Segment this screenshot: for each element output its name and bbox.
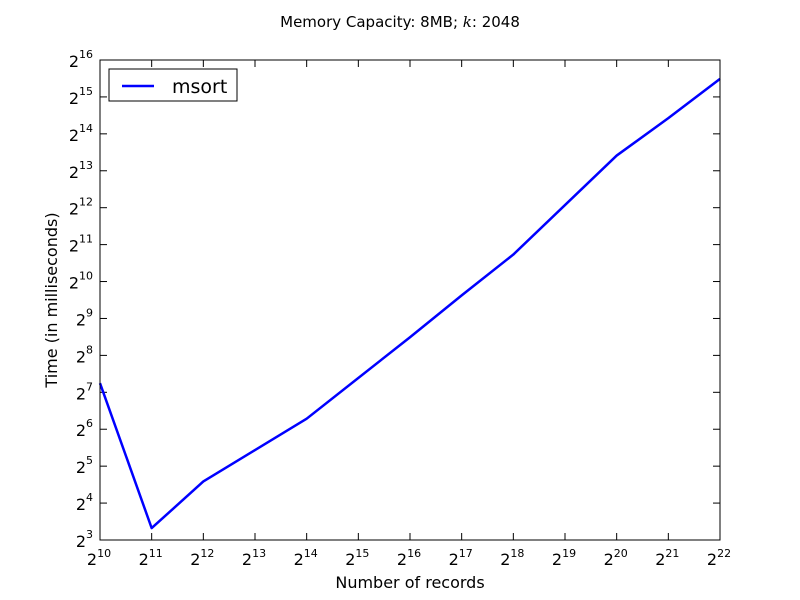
y-tick-label: 26 xyxy=(76,417,93,440)
x-tick-label: 216 xyxy=(397,547,421,569)
y-tick-label: 28 xyxy=(76,343,93,366)
y-tick-label: 29 xyxy=(76,306,93,329)
y-axis-tick-labels: 23 24 25 26 27 28 29 210 211 212 213 214 215 216 xyxy=(69,48,93,551)
y-tick-label: 25 xyxy=(76,454,93,477)
x-tick-label: 214 xyxy=(294,547,318,569)
x-tick-label: 211 xyxy=(139,547,163,569)
y-axis-label: Time (in milliseconds) xyxy=(42,212,61,388)
y-tick-label: 24 xyxy=(76,491,93,514)
legend: msort xyxy=(108,68,238,102)
y-tick-label: 211 xyxy=(69,233,93,256)
series-layer xyxy=(98,77,721,530)
y-tick-label: 215 xyxy=(69,85,93,108)
plot-area xyxy=(100,60,720,540)
chart-title: Memory Capacity: 8MB; k: 2048 xyxy=(280,13,520,31)
x-axis-label: Number of records xyxy=(335,573,484,592)
y-tick-label: 216 xyxy=(69,48,93,71)
plot-frame xyxy=(99,59,721,541)
x-tick-label: 210 xyxy=(87,547,111,569)
y-tick-label: 23 xyxy=(76,528,93,551)
y-tick-label: 212 xyxy=(69,196,93,219)
y-tick-label: 214 xyxy=(69,122,93,145)
x-axis-tick-labels: 210 211 212 213 214 215 216 217 218 219 220 221 222 xyxy=(87,547,731,569)
x-tick-label: 213 xyxy=(242,547,266,569)
y-tick-label: 213 xyxy=(69,159,93,182)
x-tick-label: 220 xyxy=(604,547,628,569)
x-tick-label: 215 xyxy=(345,547,369,569)
series-line-msort xyxy=(98,77,721,530)
x-tick-label: 221 xyxy=(655,547,679,569)
x-tick-label: 218 xyxy=(500,547,524,569)
x-tick-label: 212 xyxy=(190,547,214,569)
x-tick-label: 217 xyxy=(449,547,473,569)
y-tick-label: 210 xyxy=(69,270,93,293)
legend-label: msort xyxy=(172,76,227,98)
x-tick-label: 222 xyxy=(707,547,731,569)
x-tick-label: 219 xyxy=(552,547,576,569)
y-tick-label: 27 xyxy=(76,380,93,403)
